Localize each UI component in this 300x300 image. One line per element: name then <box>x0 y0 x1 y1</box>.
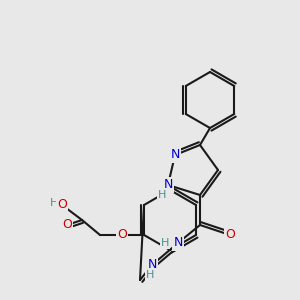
Text: O: O <box>117 229 127 242</box>
Text: O: O <box>225 229 235 242</box>
Text: N: N <box>147 259 157 272</box>
Text: H: H <box>158 190 166 200</box>
Text: H: H <box>146 270 154 280</box>
Text: O: O <box>57 199 67 212</box>
Text: N: N <box>170 148 180 161</box>
Text: H: H <box>50 198 58 208</box>
Text: N: N <box>163 178 173 191</box>
Text: O: O <box>62 218 72 232</box>
Text: H: H <box>161 238 169 248</box>
Text: N: N <box>173 236 183 250</box>
